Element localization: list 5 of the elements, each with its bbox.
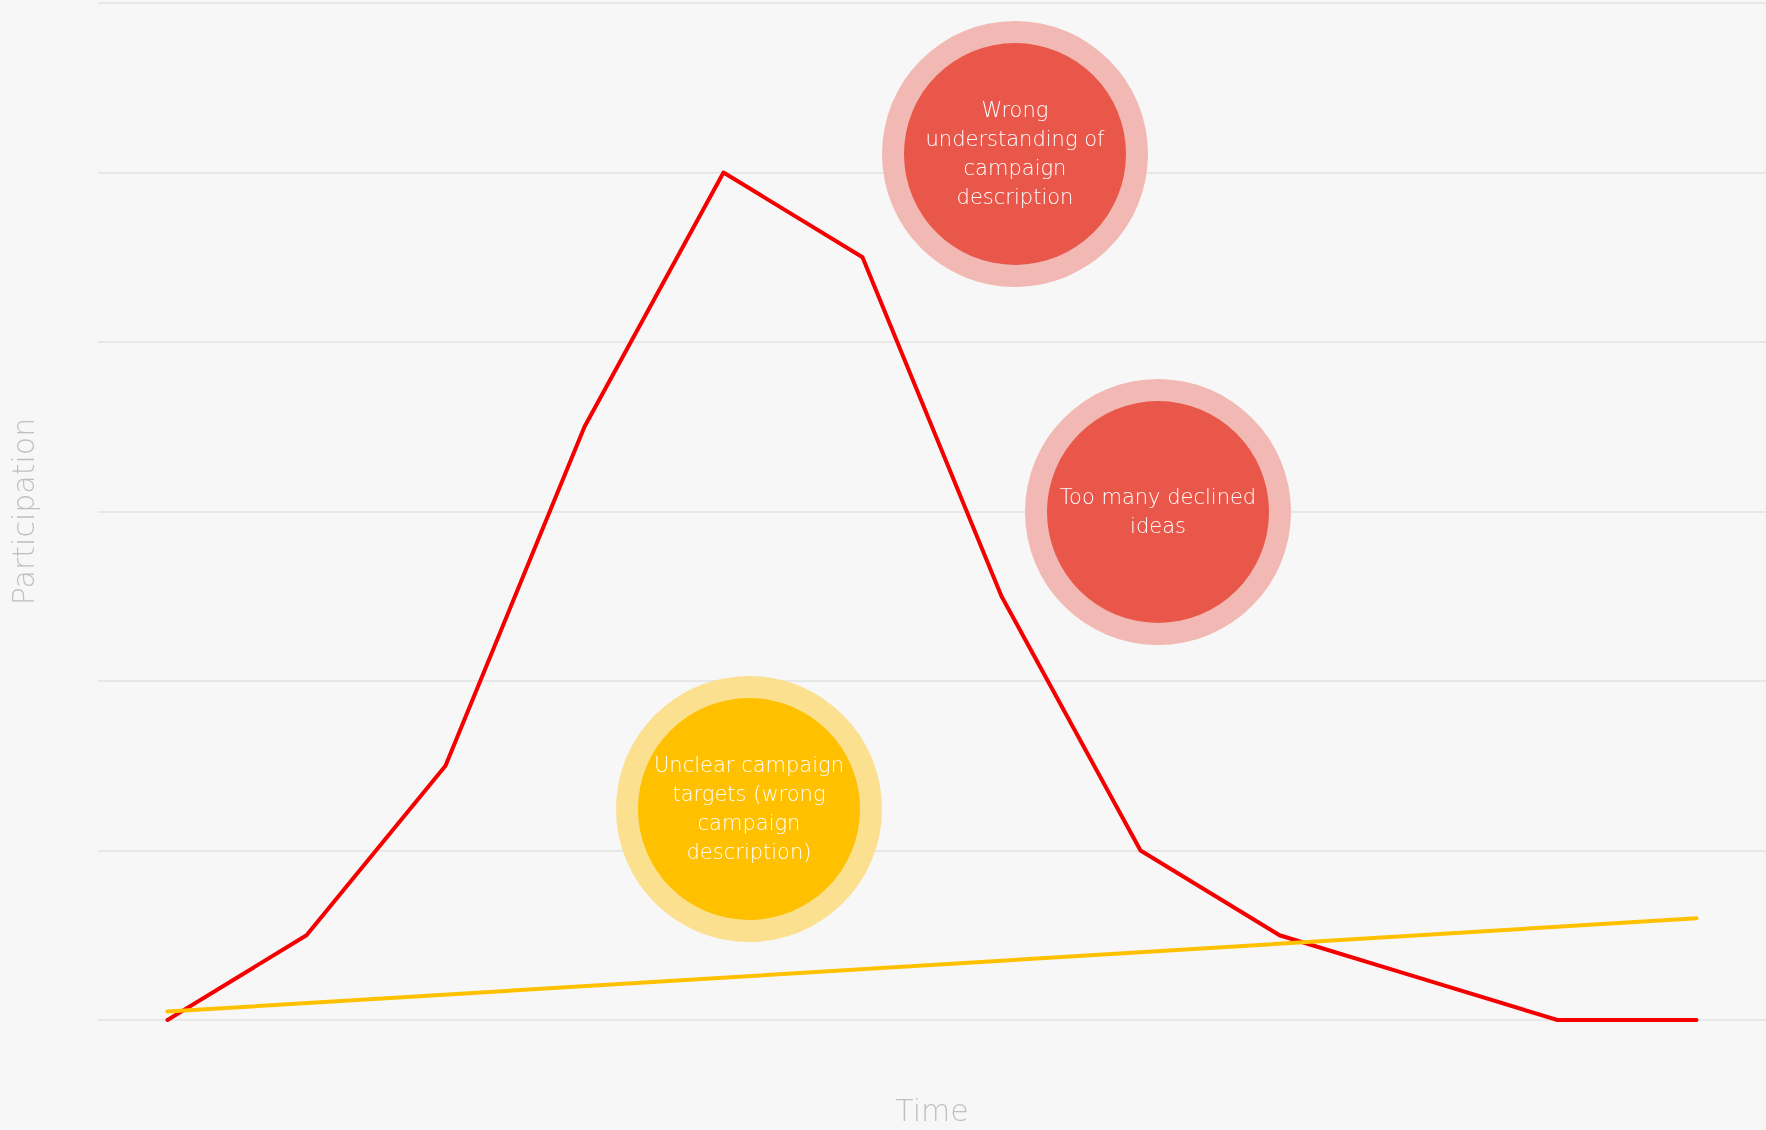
y-axis-title: Participation	[5, 417, 41, 606]
annotation: Too many declined ideas	[1047, 401, 1269, 623]
x-axis-title: Time	[895, 1092, 969, 1128]
annotation: Wrong understanding of campaign description	[904, 43, 1126, 265]
annotation: Unclear campaign targets (wrong campaign description)	[638, 698, 860, 920]
